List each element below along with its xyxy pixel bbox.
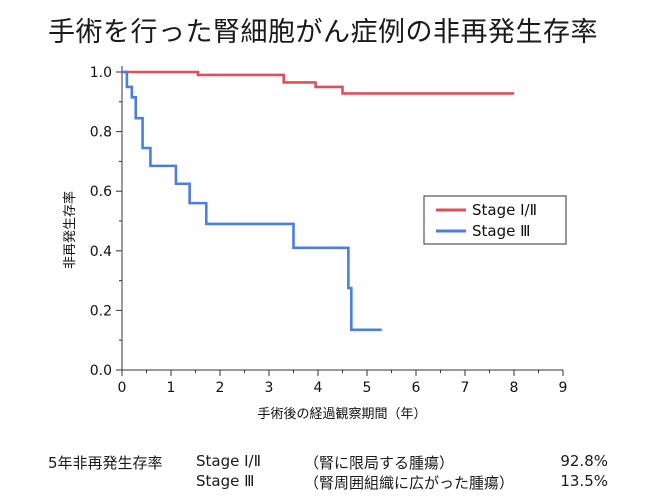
legend-label-stage-3: Stage Ⅲ <box>472 222 530 240</box>
axes: 0 1 2 3 4 5 6 7 8 9 0.0 0.2 0.4 0.6 0.8 1.0 <box>90 65 568 396</box>
x-tick-label: 3 <box>265 380 274 396</box>
x-tick-label: 7 <box>461 380 470 396</box>
footer-stage: Stage Ⅰ/Ⅱ <box>196 452 261 470</box>
x-tick-label: 2 <box>216 380 225 396</box>
chart-title: 手術を行った腎細胞がん症例の非再発生存率 <box>48 17 598 48</box>
x-tick-label: 9 <box>559 380 568 396</box>
footer-heading: 5年非再発生存率 <box>48 454 163 472</box>
series-layer <box>121 70 515 332</box>
x-tick-label: 8 <box>510 380 519 396</box>
series-line-stage-1-2 <box>122 70 514 95</box>
y-tick-label: 0.2 <box>90 303 112 319</box>
survival-chart: 0 1 2 3 4 5 6 7 8 9 0.0 0.2 0.4 0.6 0.8 1.0 Stage Ⅰ/Ⅱ S… <box>62 65 568 422</box>
x-tick-label: 5 <box>363 380 372 396</box>
footer-row-2: Stage Ⅲ （腎周囲組織に広がった腫瘍） 13.5% <box>48 472 608 492</box>
footer-summary: 5年非再発生存率 Stage Ⅰ/Ⅱ （腎に限局する腫瘍） 92.8% Stag… <box>48 452 608 492</box>
y-tick-label: 0.8 <box>90 125 112 141</box>
legend-label-stage-1-2: Stage Ⅰ/Ⅱ <box>472 201 537 219</box>
x-tick-label: 0 <box>118 380 127 396</box>
x-tick-label: 6 <box>412 380 421 396</box>
y-tick-label: 0.6 <box>90 184 112 200</box>
footer-stage: Stage Ⅲ <box>196 472 255 490</box>
y-axis-title: 非再発生存率 <box>62 191 78 269</box>
footer-description: （腎に限局する腫瘍） <box>304 454 455 472</box>
footer-rate: 92.8% <box>560 452 608 470</box>
footer-rate: 13.5% <box>560 472 608 490</box>
x-axis-title: 手術後の経過観察期間（年） <box>257 407 426 422</box>
legend-box <box>423 195 567 245</box>
y-tick-label: 0.4 <box>90 244 112 260</box>
footer-description: （腎周囲組織に広がった腫瘍） <box>304 474 515 492</box>
y-tick-label: 0.0 <box>90 363 112 379</box>
y-tick-label: 1.0 <box>90 65 112 81</box>
series-line-stage-3 <box>122 70 382 332</box>
footer-row-1: 5年非再発生存率 Stage Ⅰ/Ⅱ （腎に限局する腫瘍） 92.8% <box>48 452 608 472</box>
x-tick-label: 1 <box>167 380 176 396</box>
x-tick-label: 4 <box>314 380 323 396</box>
legend: Stage Ⅰ/Ⅱ Stage Ⅲ <box>423 195 567 245</box>
